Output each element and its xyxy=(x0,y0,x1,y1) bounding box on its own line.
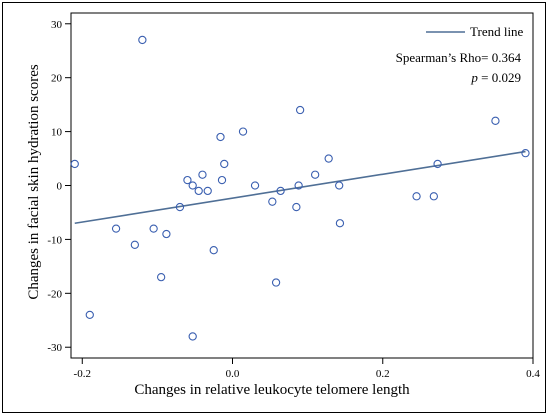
data-point xyxy=(111,224,121,233)
data-point xyxy=(491,116,500,125)
data-point xyxy=(292,202,301,212)
y-tick-label: 20 xyxy=(51,73,63,85)
data-point xyxy=(209,246,218,255)
y-axis: -30 -20 -10 0 10 20 30 xyxy=(47,19,71,354)
data-point xyxy=(335,219,345,228)
p-symbol: p xyxy=(470,70,478,85)
data-point xyxy=(188,332,197,341)
data-point xyxy=(429,192,438,201)
x-tick-label: 0.0 xyxy=(226,368,240,380)
data-point xyxy=(162,229,171,239)
y-tick-label: 0 xyxy=(57,181,63,193)
x-tick-label: -0.2 xyxy=(74,368,91,380)
data-point xyxy=(156,272,166,282)
data-point xyxy=(294,181,303,190)
trend-line xyxy=(74,150,526,225)
data-point xyxy=(183,175,192,185)
data-point xyxy=(412,192,421,201)
data-point xyxy=(85,310,94,320)
data-point xyxy=(310,170,320,179)
x-tick-label: 0.2 xyxy=(376,368,390,380)
data-point xyxy=(268,197,277,206)
y-tick-label: 10 xyxy=(51,127,63,139)
x-tick-label: 0.4 xyxy=(526,368,540,380)
data-point xyxy=(216,132,225,142)
legend-label: Trend line xyxy=(470,24,524,39)
data-point xyxy=(295,105,305,115)
data-point xyxy=(335,181,344,190)
data-point xyxy=(324,154,333,163)
data-point xyxy=(433,159,442,169)
data-points xyxy=(70,35,530,341)
p-value-annotation: p = 0.029 xyxy=(470,70,521,85)
y-tick-label: -20 xyxy=(47,288,62,300)
data-point xyxy=(250,181,260,190)
data-point xyxy=(138,35,147,45)
data-point xyxy=(175,202,185,212)
data-point xyxy=(203,186,212,196)
y-tick-label: -30 xyxy=(47,342,62,354)
data-point xyxy=(130,240,140,249)
y-tick-label: 30 xyxy=(51,19,63,31)
data-point xyxy=(217,175,227,185)
data-point xyxy=(194,186,203,196)
data-point xyxy=(521,149,530,158)
figure-frame xyxy=(2,2,546,413)
y-axis-label: Changes in facial skin hydration scores xyxy=(26,64,42,300)
p-value-text: = 0.029 xyxy=(478,70,521,85)
data-point xyxy=(188,181,197,190)
data-point xyxy=(276,186,285,196)
data-point xyxy=(70,159,79,169)
data-point xyxy=(149,224,158,233)
x-axis-label: Changes in relative leukocyte telomere l… xyxy=(134,382,410,398)
data-point xyxy=(271,278,281,287)
x-axis: -0.2 0.0 0.2 0.4 xyxy=(74,358,540,380)
data-point xyxy=(220,159,229,169)
y-tick-label: -10 xyxy=(47,234,62,246)
data-point xyxy=(238,127,248,136)
spearman-annotation: Spearman’s Rho= 0.364 xyxy=(396,50,522,65)
data-point xyxy=(198,170,207,179)
